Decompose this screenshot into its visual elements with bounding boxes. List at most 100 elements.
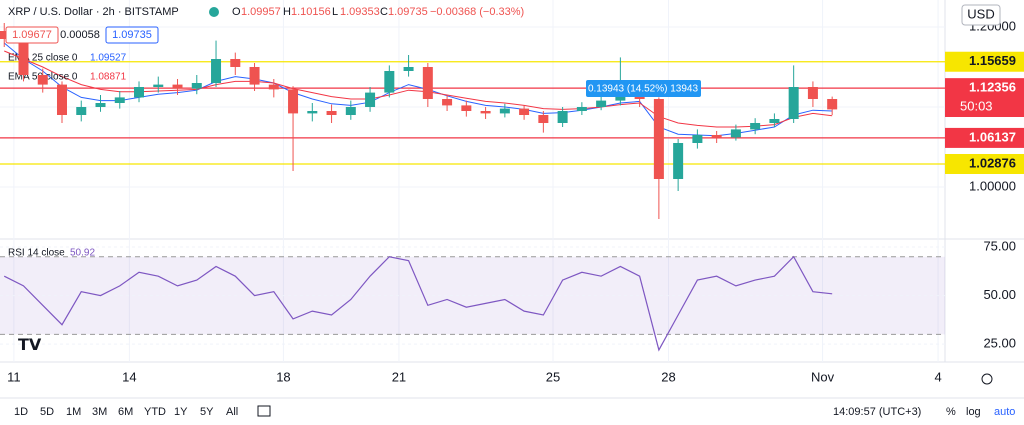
level-label: 1.06137	[969, 129, 1016, 144]
candle-body	[365, 92, 376, 107]
candle-body	[673, 143, 684, 179]
x-tick-label: 21	[392, 369, 406, 384]
candle-body	[249, 67, 260, 85]
rsi-line	[3, 255, 833, 352]
symbol: XRP / U.S. Dollar · 2h · BITSTAMP	[8, 6, 179, 18]
candle-body	[557, 111, 568, 123]
level-label-box	[945, 127, 1024, 148]
ohlc-l-label: L	[332, 6, 338, 18]
range-button[interactable]: 6M	[118, 406, 133, 418]
candle-body	[596, 100, 607, 107]
x-tick-label: Nov	[811, 369, 835, 384]
level-label: 1.02876	[969, 155, 1016, 170]
candle-body	[37, 75, 48, 85]
range-button[interactable]: 1Y	[174, 406, 188, 418]
candle-body	[653, 99, 664, 179]
candle-body	[692, 135, 703, 143]
level-label-box	[945, 78, 1024, 99]
ema-value: 1.09527	[90, 53, 127, 64]
candle-body	[538, 115, 549, 123]
bid-box[interactable]	[5, 26, 59, 44]
measure-label: 0.13943 (14.52%) 13943	[588, 84, 699, 95]
tv-logo: 𝗧𝗩	[18, 337, 42, 354]
candle-body	[211, 59, 222, 83]
range-button[interactable]: 3M	[92, 406, 107, 418]
range-button[interactable]: YTD	[144, 406, 166, 418]
candle-body	[730, 129, 741, 138]
range-button[interactable]: All	[226, 406, 238, 418]
ohlc-c: 1.09735	[388, 6, 428, 18]
x-tick-label: 18	[276, 369, 290, 384]
candle-body	[95, 103, 106, 107]
candle-body	[711, 135, 722, 138]
range-button[interactable]: 1M	[66, 406, 81, 418]
currency[interactable]: USD	[967, 6, 994, 21]
candle-body	[442, 99, 453, 106]
percent-toggle[interactable]: %	[946, 406, 956, 418]
candle-body	[615, 95, 626, 101]
rsi-tick-label: 25.00	[983, 336, 1016, 351]
ema-value: 1.08871	[90, 72, 127, 83]
x-tick-label: 28	[661, 369, 675, 384]
candle-body	[230, 59, 241, 67]
x-tick-label: 4	[934, 369, 941, 384]
ohlc-h: 1.10156	[291, 6, 331, 18]
candle-body	[172, 84, 183, 89]
ohlc-c-label: C	[380, 6, 388, 18]
candle-body	[827, 99, 838, 110]
candle-body	[576, 107, 587, 111]
candle-body	[153, 84, 164, 87]
countdown-box	[945, 97, 1024, 117]
auto-toggle[interactable]: auto	[994, 406, 1015, 418]
clock: 14:09:57 (UTC+3)	[833, 406, 921, 418]
candle-body	[788, 87, 799, 119]
candle-body	[326, 111, 337, 115]
compare-icon[interactable]	[257, 405, 271, 417]
range-button[interactable]: 1D	[14, 406, 28, 418]
ohlc-change: −0.00368 (−0.33%)	[430, 6, 524, 18]
ohlc-l: 1.09353	[340, 6, 380, 18]
log-toggle[interactable]: log	[966, 406, 981, 418]
range-button[interactable]: 5Y	[200, 406, 214, 418]
x-tick-label: 25	[546, 369, 560, 384]
candle-body	[403, 67, 414, 71]
rsi-tick-label: 50.00	[983, 287, 1016, 302]
ask[interactable]: 1.09735	[112, 29, 152, 41]
x-tick-label: 11	[7, 369, 21, 384]
y-tick-label: 1.00000	[969, 178, 1016, 193]
candle-body	[18, 39, 29, 75]
ohlc-o: 1.09957	[241, 6, 281, 18]
candle-body	[499, 108, 510, 114]
candle-body	[288, 89, 299, 114]
settings-icon[interactable]	[981, 373, 993, 385]
status-dot	[209, 7, 219, 17]
ema-name: EMA 25 close 0	[8, 53, 78, 64]
rsi-band	[0, 256, 945, 335]
candle-body	[191, 83, 202, 89]
level-label-box	[945, 51, 1024, 72]
currency-button[interactable]	[961, 4, 1001, 26]
candle-body	[0, 31, 10, 39]
candle-body	[519, 108, 530, 115]
ohlc-h-label: H	[283, 6, 291, 18]
level-label: 1.15659	[969, 53, 1016, 68]
candle-body	[769, 119, 780, 123]
rsi-tick-label: 75.00	[983, 238, 1016, 253]
rsi-name: RSI 14 close	[8, 248, 65, 259]
candle-body	[750, 123, 761, 130]
level-label-box	[945, 153, 1024, 174]
spread: 0.00058	[60, 29, 100, 41]
ohlc-o-label: O	[232, 6, 241, 18]
candle-body	[461, 105, 472, 111]
measure-box	[586, 80, 701, 97]
candle-body	[807, 87, 818, 99]
countdown: 50:03	[960, 98, 993, 113]
rsi-value: 50.92	[70, 248, 95, 259]
ask-box[interactable]	[105, 26, 159, 44]
bid[interactable]: 1.09677	[12, 29, 52, 41]
range-button[interactable]: 5D	[40, 406, 54, 418]
level-label: 1.12356	[969, 80, 1016, 95]
candle-body	[56, 84, 67, 115]
candle-body	[345, 107, 356, 115]
